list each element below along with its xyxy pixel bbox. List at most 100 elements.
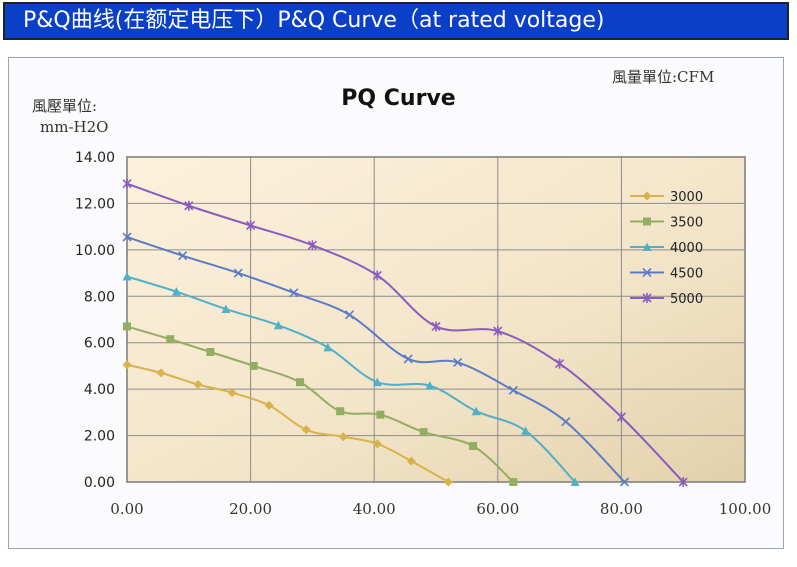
legend-marker [642,267,652,278]
data-point-3000 [122,360,132,370]
series-line-5000 [126,182,684,483]
legend-item-4000: 4000 [630,241,703,256]
data-point-5000 [184,200,194,211]
y-tick-label: 6.00 [84,336,115,352]
data-point-3500 [509,478,518,486]
y-tick-label: 14.00 [75,150,115,166]
x-tick-label: 80.00 [600,500,643,518]
y-tick-label: 0.00 [84,475,115,491]
legend-item-3500: 3500 [630,216,703,231]
y-tick-label: 4.00 [84,382,115,398]
series-3500 [123,322,518,486]
data-point-5000 [122,178,132,189]
legend-item-4500: 4500 [630,267,703,282]
data-point-3500 [206,348,215,356]
data-point-4500 [561,417,571,427]
data-point-4000 [323,342,333,352]
y-tick-label: 2.00 [84,429,115,445]
data-point-3500 [469,442,478,451]
data-point-3000 [227,388,237,398]
x-tick-label: 0.00 [110,500,143,518]
data-point-3000 [406,456,416,466]
data-point-4500 [344,310,355,320]
data-point-4500 [508,385,518,395]
data-point-5000 [307,240,317,251]
x-unit-label: 風量單位:CFM [612,68,715,86]
data-point-5000 [246,220,256,231]
legend-item-5000: 5000 [630,292,703,307]
data-point-4000 [221,304,231,314]
legend-label: 3500 [670,216,703,231]
data-point-3000 [264,400,274,410]
data-point-4500 [122,232,132,242]
chart-title: PQ Curve [341,86,456,111]
data-point-5000 [431,321,441,332]
axis-ticks: 0.00 20.00 40.00 60.00 80.00 100.00 0.00 2.00 4.… [75,150,771,518]
legend-label: 5000 [670,292,703,307]
data-point-4000 [471,406,481,416]
data-point-3500 [166,335,175,344]
legend-marker [642,242,652,251]
series-line-3500 [126,325,514,483]
page-banner-title: P&Q曲线(在额定电压下）P&Q Curve（at rated voltage) [3,2,789,40]
y-tick-label: 8.00 [84,289,115,305]
data-point-4000 [521,426,531,435]
plot-border [126,156,746,483]
legend-label: 3000 [670,190,703,205]
data-point-3000 [443,477,453,487]
data-point-4500 [233,268,243,278]
data-point-3500 [336,407,345,416]
series-group [122,178,688,487]
x-tick-label: 100.00 [719,500,772,518]
data-point-5000 [678,477,688,487]
data-point-3500 [419,428,428,437]
legend: 3000 3500 4000 4500 5000 [630,190,703,307]
data-point-4500 [178,251,188,261]
legend-label: 4500 [670,267,703,282]
series-4000 [122,272,580,486]
y-unit-value: mm-H2O [40,118,109,136]
legend-marker [642,191,652,201]
data-point-3500 [296,378,305,387]
series-3000 [122,360,453,487]
data-point-5000 [555,358,565,369]
data-point-3000 [193,380,203,389]
series-4500 [122,232,630,487]
legend-marker [643,217,651,226]
data-point-3000 [338,432,348,442]
data-point-4500 [289,288,299,298]
legend-label: 4000 [670,241,703,256]
data-point-4000 [372,377,382,387]
data-point-3500 [376,410,385,419]
series-line-4000 [126,275,576,483]
legend-marker [642,293,652,303]
data-point-3500 [123,322,131,331]
x-tick-label: 60.00 [476,500,519,518]
data-point-4500 [619,477,630,487]
grid-lines [126,156,746,483]
data-point-4000 [122,272,132,281]
x-tick-label: 40.00 [353,500,396,518]
series-line-3000 [126,363,449,483]
series-line-4500 [126,236,626,483]
y-tick-label: 10.00 [75,243,115,259]
data-point-5000 [493,326,503,337]
y-unit-label: 風壓單位: [32,97,98,115]
data-point-3500 [249,361,258,370]
data-point-4000 [171,287,181,296]
data-point-4000 [425,381,435,390]
data-point-5000 [616,412,626,422]
data-point-3000 [156,368,166,378]
data-point-4000 [273,320,283,330]
data-point-4500 [453,357,463,368]
data-point-3000 [372,439,382,449]
plot-area [127,157,745,482]
data-point-5000 [372,270,382,281]
data-point-4500 [403,354,413,364]
data-point-4000 [570,477,580,486]
legend-item-3000: 3000 [630,190,703,205]
series-5000 [122,178,688,487]
data-point-3000 [301,425,311,435]
x-tick-label: 20.00 [229,500,272,518]
